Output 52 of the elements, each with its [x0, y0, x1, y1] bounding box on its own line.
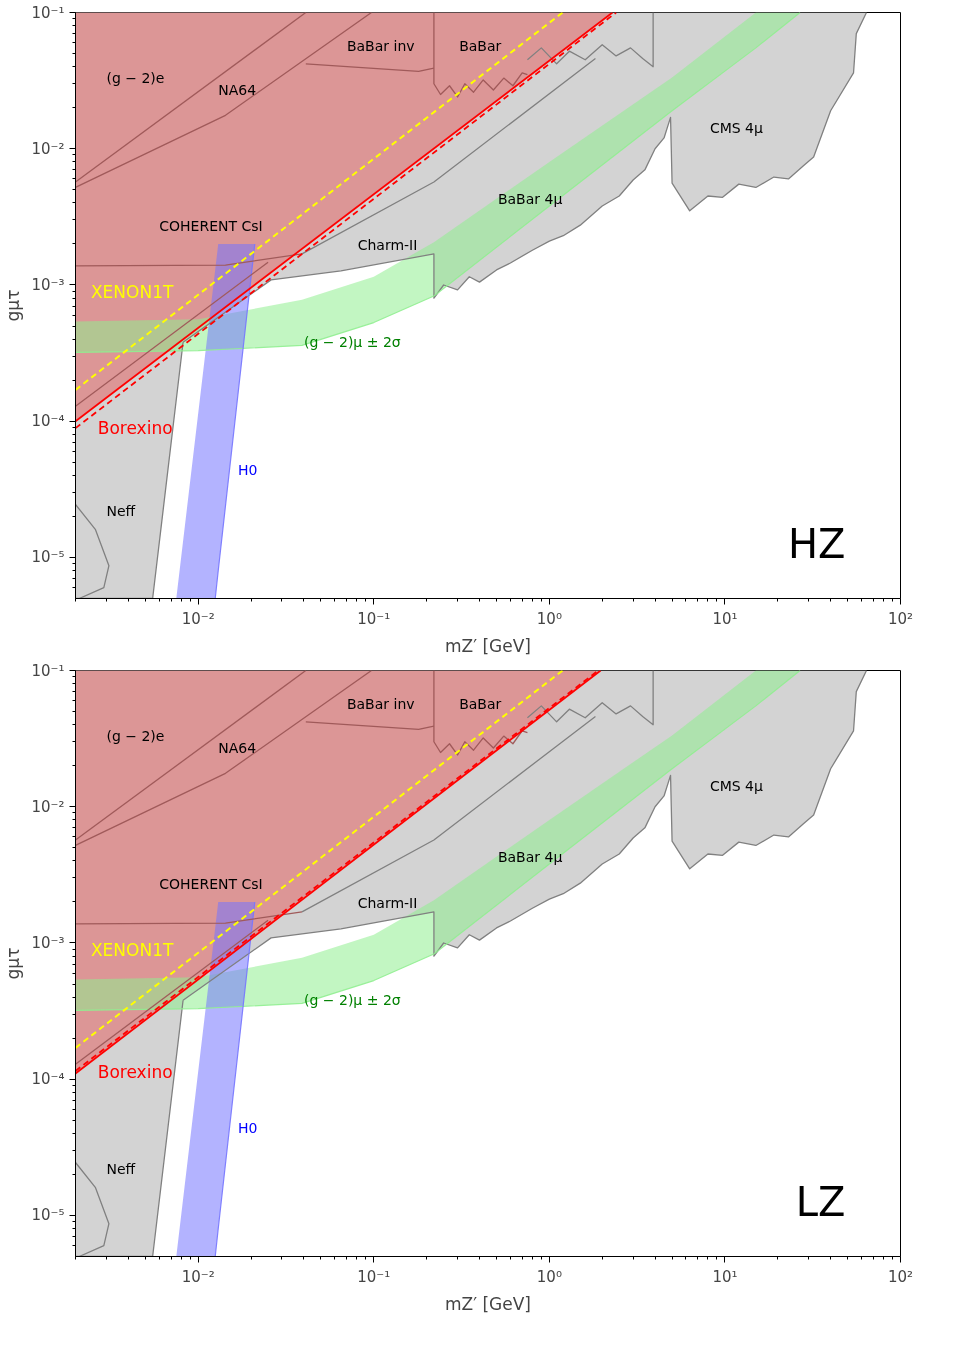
annotation: COHERENT CsI [159, 217, 263, 234]
annotation: CMS 4μ [709, 777, 764, 794]
annotation: BaBar [459, 695, 502, 712]
y-tick-label: 10⁻² [31, 139, 65, 158]
annotation: BaBar 4μ [497, 190, 563, 207]
annotation: COHERENT CsI [159, 875, 263, 892]
annotation: CMS 4μ [709, 119, 764, 136]
x-tick-label: 10⁻² [181, 1267, 215, 1286]
y-tick-label: 10⁻¹ [31, 661, 65, 680]
x-tick-label: 10⁰ [536, 1267, 562, 1286]
annotation: (g − 2)μ ± 2σ [304, 334, 401, 351]
x-tick-label: 10⁻¹ [357, 1267, 391, 1286]
annotation: H0 [238, 462, 258, 479]
annotation: Neff [106, 1160, 136, 1177]
y-tick-label: 10⁻² [31, 797, 65, 816]
annotation: Borexino [97, 417, 173, 438]
x-axis-title: mZ′ [GeV] [445, 1293, 531, 1314]
text: LZ [795, 1178, 846, 1225]
annotation: Charm-II [357, 237, 418, 254]
annotation: (g − 2)e [106, 728, 165, 745]
annotation: (g − 2)e [106, 70, 165, 87]
annotation: BaBar [459, 37, 502, 54]
x-tick-label: 10⁻¹ [357, 609, 391, 628]
annotation: H0 [238, 1120, 258, 1137]
y-axis-title: gμτ [3, 947, 24, 980]
y-axis-title: gμτ [3, 289, 24, 322]
y-tick-label: 10⁻⁴ [31, 412, 65, 431]
x-tick-label: 10¹ [712, 609, 738, 628]
y-tick-label: 10⁻³ [31, 933, 65, 952]
annotation: Neff [106, 502, 136, 519]
annotation: BaBar inv [346, 695, 415, 712]
annotation: NA64 [218, 739, 257, 756]
annotation: (g − 2)μ ± 2σ [304, 992, 401, 1009]
x-tick-label: 10² [887, 609, 914, 628]
y-tick-label: 10⁻¹ [31, 3, 65, 22]
x-tick-label: 10⁻² [181, 609, 215, 628]
y-tick-label: 10⁻⁵ [31, 548, 65, 567]
annotation: XENON1T [90, 282, 174, 303]
y-tick-label: 10⁻⁴ [31, 1070, 65, 1089]
y-tick-label: 10⁻³ [31, 275, 65, 294]
x-tick-label: 10⁰ [536, 609, 562, 628]
annotation: NA64 [218, 81, 257, 98]
x-tick-label: 10¹ [712, 1267, 738, 1286]
annotation: XENON1T [90, 940, 174, 961]
annotation: BaBar inv [346, 37, 415, 54]
annotation: Charm-II [357, 895, 418, 912]
annotation: Borexino [97, 1062, 173, 1083]
x-axis-title: mZ′ [GeV] [445, 635, 531, 656]
y-tick-label: 10⁻⁵ [31, 1206, 65, 1225]
annotation: BaBar 4μ [497, 848, 563, 865]
x-tick-label: 10² [887, 1267, 914, 1286]
text: HZ [788, 520, 846, 567]
